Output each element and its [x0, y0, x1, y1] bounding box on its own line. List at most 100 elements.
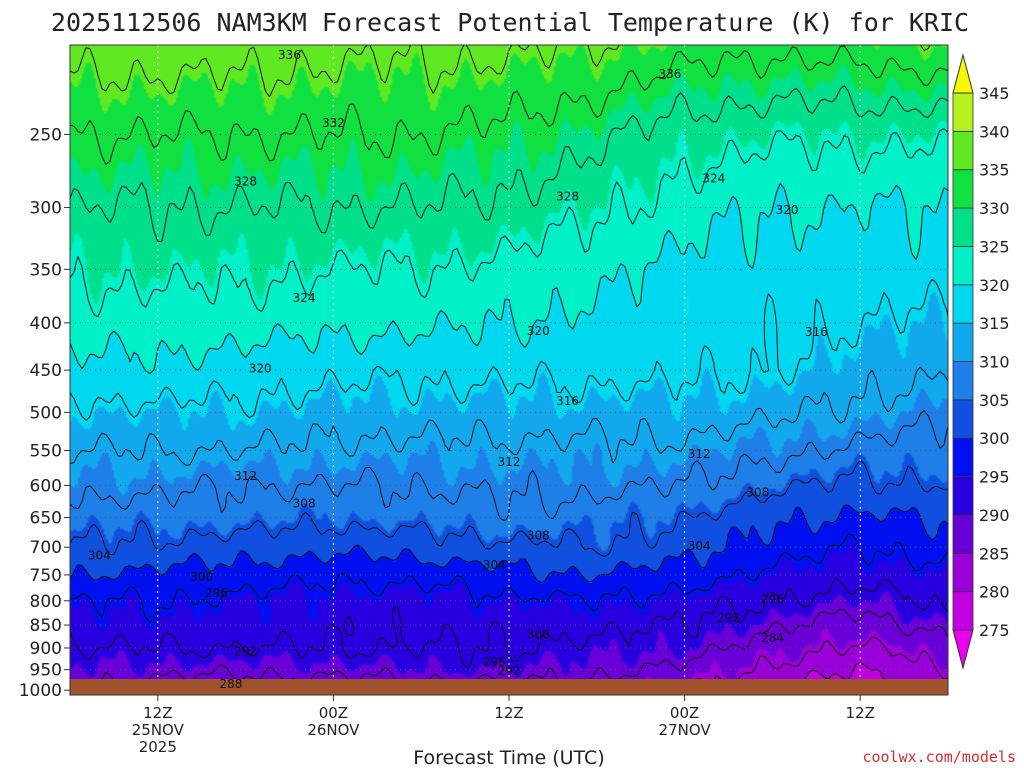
contour-label: 308 [293, 497, 316, 511]
contour-label: 320 [249, 361, 272, 375]
x-axis-label: Forecast Time (UTC) [413, 747, 604, 768]
colorbar-swatch [952, 246, 974, 286]
contour-label: 304 [483, 558, 506, 572]
colorbar: 275 280 285 290 295 300 305 310 315 320 325 330 335 3… [952, 53, 1010, 670]
contour-292 [69, 577, 949, 668]
colorbar-tick-label: 325 [979, 237, 1010, 256]
colorbar-tick-label: 275 [979, 621, 1010, 640]
grid-lines [70, 45, 948, 695]
colorbar-tick-label: 335 [979, 161, 1010, 180]
y-tick-label: 650 [30, 509, 62, 529]
x-tick-label: 12Z [494, 704, 523, 722]
y-tick-label: 350 [30, 260, 62, 280]
y-tick-label: 1000 [19, 681, 62, 701]
contour-label: 312 [688, 447, 711, 461]
y-tick-label: 850 [30, 616, 62, 636]
contour-label: 308 [746, 486, 769, 500]
y-tick-label: 450 [30, 361, 62, 381]
contour-label: 296 [205, 586, 228, 600]
y-tick-label: 750 [30, 566, 62, 586]
contour-label: 328 [234, 174, 257, 188]
contour-label: 324 [293, 291, 316, 305]
y-tick-label: 900 [30, 639, 62, 659]
contour-316 [69, 278, 949, 421]
contour-label: 300 [527, 627, 550, 641]
contour-296 [69, 533, 949, 623]
colorbar-swatch [952, 284, 974, 324]
contour-label: 328 [556, 190, 579, 204]
contour-328 [69, 85, 949, 242]
colorbar-swatch [952, 552, 974, 593]
contour-304 [69, 459, 949, 557]
colorbar-arrow-low [952, 629, 974, 670]
x-tick-label: 00Z [319, 704, 348, 722]
colorbar-tick-label: 305 [979, 391, 1010, 410]
colorbar-swatch [952, 207, 974, 247]
contour-label: 304 [88, 549, 111, 563]
y-tick-label: 550 [30, 442, 62, 462]
colorbar-tick-label: 320 [979, 276, 1010, 295]
ground-strip [70, 679, 948, 695]
contour-324 [69, 128, 949, 318]
colorbar-tick-label: 345 [979, 84, 1010, 103]
x-tick-label: 25NOV [132, 721, 185, 739]
x-tick-label: 2025 [139, 738, 177, 756]
y-tick-label: 500 [30, 403, 62, 423]
colorbar-tick-label: 290 [979, 506, 1010, 525]
colorbar-swatch [952, 361, 974, 401]
y-tick-label: 800 [30, 592, 62, 612]
contour-label: 292 [498, 664, 521, 678]
contour-label: 312 [234, 469, 257, 483]
contour-320 [69, 183, 949, 374]
contour-label: 284 [761, 631, 784, 645]
colorbar-swatch [952, 476, 974, 516]
contour-label: 336 [278, 48, 301, 62]
y-tick-label: 950 [30, 661, 62, 681]
x-tick-label: 12Z [143, 704, 172, 722]
chart-title: 2025112506 NAM3KM Forecast Potential Tem… [51, 8, 969, 37]
y-tick-label: 300 [30, 199, 62, 219]
contour-label: 288 [220, 677, 243, 691]
x-tick-label: 12Z [846, 704, 875, 722]
colorbar-tick-label: 295 [979, 468, 1010, 487]
x-tick-label: 26NOV [307, 721, 360, 739]
colorbar-tick-label: 280 [979, 583, 1010, 602]
y-tick-label: 400 [30, 314, 62, 334]
colorbar-swatch [952, 92, 974, 132]
contour-label: 300 [190, 570, 213, 584]
colorbar-tick-label: 310 [979, 353, 1010, 372]
contour-label: 320 [527, 324, 550, 338]
y-tick-label: 700 [30, 538, 62, 558]
contour-label: 296 [483, 655, 506, 669]
colorbar-tick-label: 315 [979, 314, 1010, 333]
contour-label: 324 [702, 171, 725, 185]
colorbar-tick-label: 330 [979, 199, 1010, 218]
contour-332 [69, 45, 949, 165]
colorbar-swatch [952, 130, 974, 171]
colorbar-swatch [952, 514, 974, 554]
x-tick-label: 00Z [670, 704, 699, 722]
plot-area: 336 336 332 328 328 324 320 324 320 316 320 316 312 3… [69, 44, 949, 696]
x-tick-label: 27NOV [659, 721, 712, 739]
y-tick-label: 250 [30, 125, 62, 145]
contour-label: 336 [659, 67, 682, 81]
contour-label: 296 [761, 592, 784, 606]
colorbar-swatch [952, 591, 974, 631]
y-tick-label: 600 [30, 476, 62, 496]
contour-label: 292 [717, 611, 740, 625]
colorbar-swatch [952, 437, 974, 477]
contour-label: 308 [527, 529, 550, 543]
contour-label: 312 [498, 455, 521, 469]
contour-336 [69, 44, 931, 98]
y-axis: 250 300 350 400 450 500 550 600 650 700 750 800 850 9… [19, 125, 70, 701]
contour-label: 316 [805, 325, 828, 339]
colorbar-tick-label: 340 [979, 122, 1010, 141]
colorbar-arrow-high [952, 53, 974, 94]
contour-308 [69, 410, 949, 521]
contour-labels: 336 336 332 328 328 324 320 324 320 316 320 316 312 3… [88, 48, 828, 691]
colorbar-tick-label: 285 [979, 544, 1010, 563]
contour-300 [69, 504, 949, 584]
contour-label: 332 [322, 116, 345, 130]
colorbar-swatch [952, 322, 974, 362]
